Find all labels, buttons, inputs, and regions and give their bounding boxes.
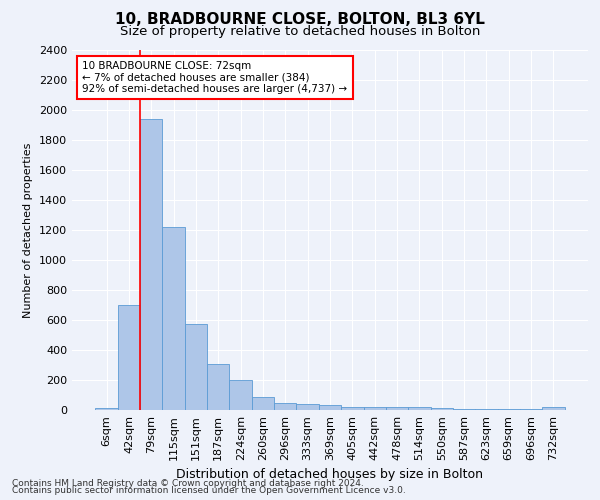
- Bar: [386, 407, 408, 410]
- Text: Size of property relative to detached houses in Bolton: Size of property relative to detached ho…: [120, 25, 480, 38]
- Bar: [95, 408, 118, 410]
- Bar: [364, 408, 386, 410]
- Bar: [520, 409, 542, 410]
- Bar: [475, 409, 497, 410]
- Bar: [431, 408, 453, 410]
- Bar: [319, 405, 341, 410]
- Bar: [408, 408, 431, 410]
- Bar: [207, 364, 229, 410]
- Bar: [542, 407, 565, 410]
- Text: Contains public sector information licensed under the Open Government Licence v3: Contains public sector information licen…: [12, 486, 406, 495]
- Text: Contains HM Land Registry data © Crown copyright and database right 2024.: Contains HM Land Registry data © Crown c…: [12, 478, 364, 488]
- Bar: [118, 305, 140, 410]
- X-axis label: Distribution of detached houses by size in Bolton: Distribution of detached houses by size …: [176, 468, 484, 481]
- Bar: [341, 406, 364, 410]
- Bar: [140, 119, 163, 410]
- Bar: [229, 380, 252, 410]
- Bar: [163, 227, 185, 410]
- Text: 10, BRADBOURNE CLOSE, BOLTON, BL3 6YL: 10, BRADBOURNE CLOSE, BOLTON, BL3 6YL: [115, 12, 485, 28]
- Text: 10 BRADBOURNE CLOSE: 72sqm
← 7% of detached houses are smaller (384)
92% of semi: 10 BRADBOURNE CLOSE: 72sqm ← 7% of detac…: [82, 61, 347, 94]
- Bar: [497, 409, 520, 410]
- Bar: [453, 409, 475, 410]
- Y-axis label: Number of detached properties: Number of detached properties: [23, 142, 34, 318]
- Bar: [252, 397, 274, 410]
- Bar: [185, 324, 207, 410]
- Bar: [274, 403, 296, 410]
- Bar: [296, 404, 319, 410]
